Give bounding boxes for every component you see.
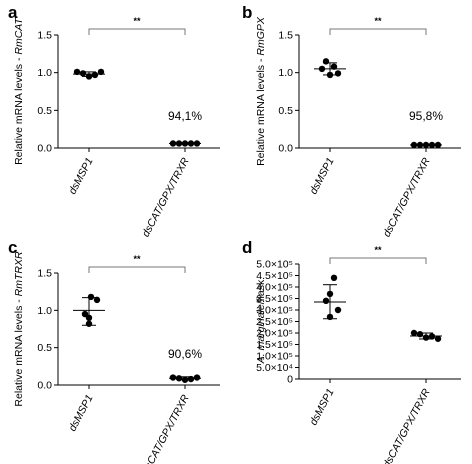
- significance-bracket: [329, 28, 427, 35]
- significance-label: **: [133, 254, 141, 264]
- y-tick-label: 1.5: [37, 30, 52, 42]
- panel-letter: c: [8, 238, 17, 257]
- panel-c: c 0.0 0.5 1.0 1.5 dsMSP1 dsCAT/GPX/TRXR Relativ…: [8, 238, 220, 464]
- data-point: [322, 58, 330, 65]
- y-axis-label: A. marginale/flask: [255, 279, 267, 364]
- data-point: [81, 310, 89, 318]
- x-category-label: dsMSP1: [66, 393, 95, 434]
- data-point: [422, 141, 430, 149]
- panel-letter: a: [8, 3, 18, 22]
- data-point: [85, 73, 93, 80]
- panel-b: b 0.0 0.5 1.0 1.5 dsMSP1 dsCAT/GPX/TRXR Relativ…: [242, 3, 461, 239]
- data-point: [181, 140, 189, 147]
- y-tick-label: 1.0: [37, 67, 52, 79]
- data-point: [73, 68, 81, 76]
- significance-label: **: [374, 16, 382, 26]
- panel-a: a 0.0 0.5 1.0 1.5 dsMSP1 dsCAT/GPX/TRXR Relativ…: [8, 3, 220, 239]
- data-point: [91, 71, 99, 79]
- y-tick-label: 0.0: [37, 143, 52, 155]
- x-category-label: dsCAT/GPX/TRXR: [140, 155, 192, 239]
- y-tick-label: 0.5: [37, 105, 52, 117]
- data-point: [193, 140, 201, 147]
- data-point: [322, 297, 330, 304]
- significance-label: **: [374, 245, 382, 255]
- x-category-label: dsCAT/GPX/TRXR: [381, 155, 433, 239]
- knockdown-annotation: 95,8%: [409, 109, 443, 123]
- y-tick-label: 5.0×10⁴: [256, 362, 293, 374]
- x-category-label: dsMSP1: [66, 156, 95, 197]
- panel-letter: b: [242, 3, 252, 22]
- significance-bracket: [88, 28, 186, 35]
- data-point: [428, 333, 436, 340]
- significance-bracket: [329, 257, 427, 264]
- data-point: [434, 141, 442, 149]
- y-tick-label: 4.0×10⁵: [256, 282, 293, 294]
- y-tick-label: 3.0×10⁵: [256, 305, 293, 317]
- knockdown-annotation: 90,6%: [168, 347, 202, 361]
- x-category-label: dsMSP1: [307, 156, 336, 197]
- data-point: [326, 313, 334, 321]
- data-point: [416, 141, 424, 149]
- y-tick-label: 3.5×10⁵: [256, 293, 293, 305]
- y-tick-label: 0.0: [37, 380, 52, 392]
- data-point: [326, 290, 334, 298]
- data-point: [428, 141, 436, 149]
- data-point: [79, 70, 87, 77]
- data-point: [193, 374, 201, 381]
- data-point: [175, 375, 183, 382]
- y-tick-label: 1.5: [278, 30, 293, 42]
- x-category-label: dsMSP1: [307, 387, 336, 428]
- data-point: [334, 306, 342, 314]
- panel-letter: d: [242, 238, 252, 257]
- data-point: [330, 274, 338, 281]
- data-point: [410, 141, 418, 149]
- data-point: [85, 320, 93, 327]
- data-point: [434, 335, 442, 342]
- y-tick-label: 0.5: [37, 342, 52, 354]
- y-tick-label: 2.5×10⁵: [256, 316, 293, 328]
- significance-label: **: [133, 16, 141, 26]
- x-category-label: dsCAT/GPX/TRXR: [381, 386, 433, 464]
- y-axis-label: Relative mRNA levels - RmCAT: [13, 17, 25, 165]
- data-point: [169, 140, 177, 147]
- y-tick-label: 0: [287, 374, 293, 386]
- data-point: [187, 140, 195, 147]
- y-tick-label: 1.5: [37, 268, 52, 280]
- data-point: [93, 296, 101, 304]
- data-point: [97, 68, 105, 76]
- y-tick-label: 0.0: [278, 143, 293, 155]
- y-tick-label: 1.5×10⁵: [256, 339, 293, 351]
- data-point: [318, 65, 326, 73]
- data-point: [422, 334, 430, 341]
- y-tick-label: 5.0×10⁵: [256, 259, 293, 271]
- data-point: [87, 293, 95, 301]
- knockdown-annotation: 94,1%: [168, 109, 202, 123]
- y-tick-label: 4.5×10⁵: [256, 270, 293, 282]
- data-point: [181, 376, 189, 383]
- x-category-label: dsCAT/GPX/TRXR: [140, 392, 192, 464]
- data-point: [175, 140, 183, 147]
- panel-d: d 05.0×10⁴1.0×10⁵1.5×10⁵2.0×10⁵2.5×10⁵3.0…: [242, 238, 461, 464]
- data-point: [334, 70, 342, 77]
- data-point: [416, 330, 424, 338]
- y-tick-label: 1.0: [278, 67, 293, 79]
- y-tick-label: 0.5: [278, 105, 293, 117]
- y-axis-label: Relative mRNA levels - RmGPX: [255, 16, 267, 166]
- significance-bracket: [88, 266, 186, 273]
- y-tick-label: 1.0: [37, 305, 52, 317]
- y-tick-label: 2.0×10⁵: [256, 328, 293, 340]
- y-tick-label: 1.0×10⁵: [256, 351, 293, 363]
- data-point: [169, 374, 177, 381]
- y-axis-label: Relative mRNA levels - RmTRXR: [13, 251, 25, 407]
- data-point: [410, 329, 418, 337]
- data-point: [326, 71, 334, 79]
- data-point: [85, 314, 93, 321]
- data-point: [187, 375, 195, 383]
- data-point: [330, 63, 338, 70]
